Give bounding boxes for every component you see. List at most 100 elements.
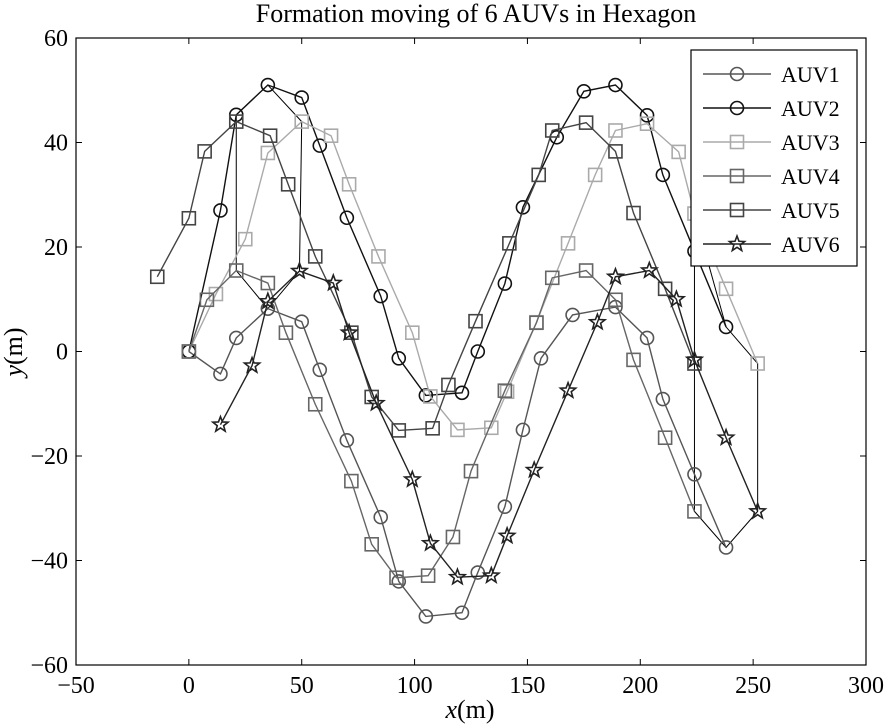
series-line — [188, 84, 727, 397]
data-point — [578, 263, 594, 278]
series-line — [219, 269, 759, 578]
y-tick-label: 0 — [56, 340, 68, 366]
data-point — [608, 292, 623, 308]
data-point — [425, 421, 440, 436]
data-point — [339, 433, 355, 448]
data-point — [423, 389, 438, 404]
data-point — [391, 350, 407, 366]
data-point — [608, 144, 623, 159]
data-point — [544, 123, 560, 138]
data-point — [339, 322, 359, 342]
chart-title: Formation moving of 6 AUVs in Hexagon — [256, 0, 697, 28]
data-point — [608, 77, 623, 93]
data-point — [323, 128, 339, 144]
x-tick-label: −50 — [57, 673, 95, 699]
data-point — [608, 123, 623, 138]
legend-label: AUV4 — [781, 164, 840, 189]
data-point — [262, 128, 278, 144]
data-point — [639, 330, 655, 346]
data-point — [213, 203, 228, 218]
legend-item: AUV3 — [703, 130, 840, 155]
legend-label: AUV6 — [781, 232, 840, 257]
legend-marker — [729, 168, 745, 184]
data-point — [228, 114, 244, 129]
legend-label: AUV5 — [781, 198, 840, 223]
data-point — [312, 138, 328, 153]
data-point — [747, 501, 768, 520]
y-tick-label: −60 — [30, 653, 68, 679]
data-point — [576, 83, 592, 99]
data-point — [237, 231, 253, 247]
series-6 — [210, 260, 768, 586]
data-point — [341, 177, 357, 192]
legend-item: AUV2 — [703, 96, 840, 121]
legend-item: AUV4 — [703, 164, 840, 189]
legend-marker — [729, 66, 745, 82]
data-point — [497, 276, 513, 291]
data-point — [671, 144, 686, 160]
series-line — [188, 120, 759, 431]
data-point — [228, 330, 244, 346]
data-point — [213, 366, 228, 382]
data-point — [418, 388, 434, 403]
data-point — [587, 167, 603, 183]
legend-item: AUV5 — [703, 198, 840, 223]
data-point — [655, 391, 671, 407]
y-tick-label: −40 — [30, 549, 68, 575]
data-point — [687, 356, 702, 371]
data-point — [391, 574, 407, 589]
y-tick-label: 20 — [44, 235, 68, 261]
data-point — [199, 292, 215, 308]
data-point — [371, 249, 386, 264]
data-point — [605, 266, 626, 286]
data-point — [258, 291, 278, 310]
data-point — [687, 504, 702, 519]
data-point — [497, 499, 513, 514]
x-tick-label: 100 — [397, 673, 433, 699]
data-point — [307, 249, 323, 264]
x-tick-label: 0 — [183, 673, 195, 699]
data-point — [684, 349, 705, 369]
formation-link — [235, 84, 303, 310]
data-point — [515, 422, 531, 438]
data-point — [497, 383, 513, 398]
data-point — [718, 319, 734, 335]
data-point — [344, 473, 359, 489]
series-2 — [181, 77, 734, 403]
legend-marker — [729, 100, 745, 116]
data-point — [470, 344, 486, 359]
series-5 — [149, 114, 702, 438]
data-point — [366, 392, 386, 412]
data-point — [307, 396, 323, 412]
data-point — [655, 167, 671, 183]
data-point — [405, 325, 420, 340]
data-point — [228, 263, 244, 278]
x-tick-label: 50 — [290, 673, 314, 699]
data-point — [364, 537, 379, 552]
data-point — [544, 270, 560, 286]
data-point — [626, 205, 641, 221]
data-point — [339, 210, 355, 226]
legend-label: AUV3 — [781, 130, 840, 155]
data-point — [531, 167, 547, 183]
data-point — [716, 427, 736, 447]
x-tick-label: 300 — [848, 673, 884, 699]
series-line — [156, 120, 696, 432]
data-point — [639, 116, 655, 131]
data-point — [718, 281, 734, 297]
legend-label: AUV2 — [781, 96, 840, 121]
data-point — [750, 356, 765, 371]
legend-item: AUV6 — [703, 232, 840, 257]
data-point — [587, 311, 608, 331]
data-point — [718, 540, 734, 555]
data-point — [468, 313, 483, 329]
data-point — [529, 315, 544, 331]
data-point — [260, 77, 276, 93]
data-point — [497, 525, 517, 545]
data-point — [181, 210, 197, 226]
data-point — [278, 325, 294, 340]
data-point — [294, 90, 310, 105]
data-point — [389, 570, 404, 586]
legend-marker — [729, 202, 745, 218]
